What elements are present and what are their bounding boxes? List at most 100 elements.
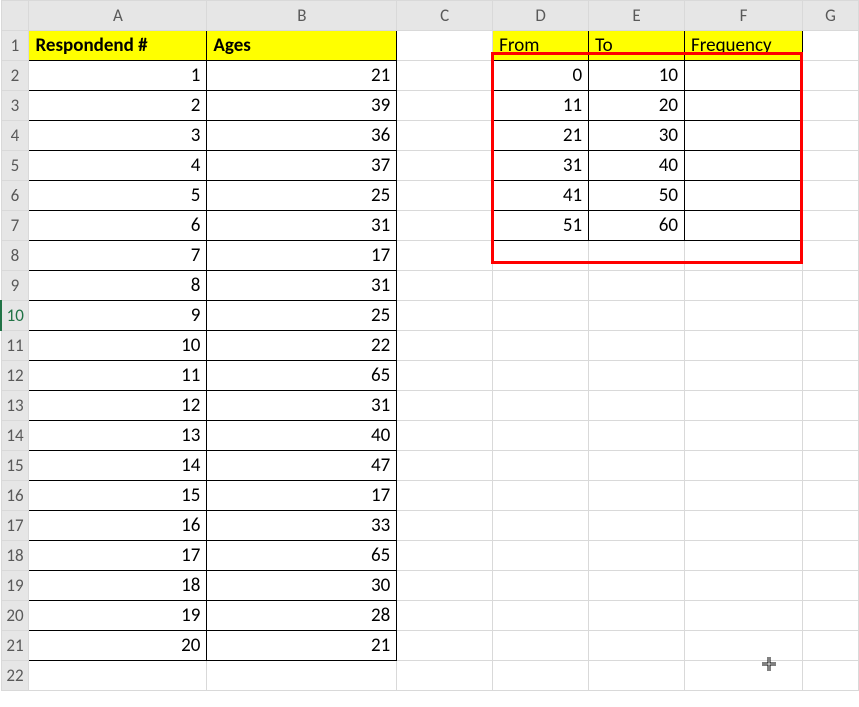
row-header-22[interactable]: 22	[1, 661, 29, 691]
cell-D14[interactable]	[493, 421, 589, 451]
cell-D20[interactable]	[493, 601, 589, 631]
cell-E22[interactable]	[589, 661, 685, 691]
cell-C9[interactable]	[397, 271, 493, 301]
cell-B13[interactable]: 31	[207, 391, 397, 421]
spreadsheet-viewport[interactable]: A B C D E F G 1 Respondend # Ages From T…	[0, 0, 859, 707]
row-header-4[interactable]: 4	[1, 121, 29, 151]
cell-F3[interactable]	[685, 91, 803, 121]
cell-C12[interactable]	[397, 361, 493, 391]
cell-D6[interactable]: 41	[493, 181, 589, 211]
cell-A6[interactable]: 5	[29, 181, 207, 211]
cell-F2[interactable]	[685, 61, 803, 91]
cell-F16[interactable]	[685, 481, 803, 511]
cell-C8[interactable]	[397, 241, 493, 271]
cell-F11[interactable]	[685, 331, 803, 361]
cell-F7[interactable]	[685, 211, 803, 241]
cell-B8[interactable]: 17	[207, 241, 397, 271]
cell-C2[interactable]	[397, 61, 493, 91]
row-header-3[interactable]: 3	[1, 91, 29, 121]
cell-F20[interactable]	[685, 601, 803, 631]
cell-D22[interactable]	[493, 661, 589, 691]
row-header-7[interactable]: 7	[1, 211, 29, 241]
col-header-B[interactable]: B	[207, 1, 397, 31]
cell-E11[interactable]	[589, 331, 685, 361]
cell-E17[interactable]	[589, 511, 685, 541]
cell-G4[interactable]	[802, 121, 858, 151]
cell-B3[interactable]: 39	[207, 91, 397, 121]
cell-B22[interactable]	[207, 661, 397, 691]
row-header-18[interactable]: 18	[1, 541, 29, 571]
cell-C13[interactable]	[397, 391, 493, 421]
cell-G18[interactable]	[802, 541, 858, 571]
col-header-D[interactable]: D	[493, 1, 589, 31]
cell-D13[interactable]	[493, 391, 589, 421]
cell-C14[interactable]	[397, 421, 493, 451]
cell-F9[interactable]	[685, 271, 803, 301]
cell-A4[interactable]: 3	[29, 121, 207, 151]
cell-D7[interactable]: 51	[493, 211, 589, 241]
row-header-17[interactable]: 17	[1, 511, 29, 541]
cell-F18[interactable]	[685, 541, 803, 571]
row-header-6[interactable]: 6	[1, 181, 29, 211]
cell-B10[interactable]: 25	[207, 301, 397, 331]
cell-E1[interactable]: To	[589, 31, 685, 61]
cell-E8[interactable]	[589, 241, 685, 271]
cell-B9[interactable]: 31	[207, 271, 397, 301]
cell-E12[interactable]	[589, 361, 685, 391]
cell-B2[interactable]: 21	[207, 61, 397, 91]
cell-D12[interactable]	[493, 361, 589, 391]
cell-C21[interactable]	[397, 631, 493, 661]
cell-A16[interactable]: 15	[29, 481, 207, 511]
cell-B6[interactable]: 25	[207, 181, 397, 211]
cell-E4[interactable]: 30	[589, 121, 685, 151]
cell-D5[interactable]: 31	[493, 151, 589, 181]
col-header-G[interactable]: G	[802, 1, 858, 31]
cell-B14[interactable]: 40	[207, 421, 397, 451]
cell-G21[interactable]	[802, 631, 858, 661]
cell-G3[interactable]	[802, 91, 858, 121]
cell-C16[interactable]	[397, 481, 493, 511]
cell-C17[interactable]	[397, 511, 493, 541]
cell-A14[interactable]: 13	[29, 421, 207, 451]
row-header-14[interactable]: 14	[1, 421, 29, 451]
cell-F13[interactable]	[685, 391, 803, 421]
cell-A11[interactable]: 10	[29, 331, 207, 361]
cell-D4[interactable]: 21	[493, 121, 589, 151]
row-header-21[interactable]: 21	[1, 631, 29, 661]
cell-D1[interactable]: From	[493, 31, 589, 61]
cell-A13[interactable]: 12	[29, 391, 207, 421]
col-header-F[interactable]: F	[685, 1, 803, 31]
cell-E15[interactable]	[589, 451, 685, 481]
cell-D9[interactable]	[493, 271, 589, 301]
spreadsheet-grid[interactable]: A B C D E F G 1 Respondend # Ages From T…	[0, 0, 859, 691]
cell-E3[interactable]: 20	[589, 91, 685, 121]
cell-D19[interactable]	[493, 571, 589, 601]
row-header-10[interactable]: 10	[1, 301, 29, 331]
cell-A20[interactable]: 19	[29, 601, 207, 631]
cell-G14[interactable]	[802, 421, 858, 451]
cell-C19[interactable]	[397, 571, 493, 601]
cell-G1[interactable]	[802, 31, 858, 61]
cell-D3[interactable]: 11	[493, 91, 589, 121]
cell-C6[interactable]	[397, 181, 493, 211]
cell-A5[interactable]: 4	[29, 151, 207, 181]
cell-F19[interactable]	[685, 571, 803, 601]
cell-D16[interactable]	[493, 481, 589, 511]
cell-G16[interactable]	[802, 481, 858, 511]
cell-G13[interactable]	[802, 391, 858, 421]
cell-D15[interactable]	[493, 451, 589, 481]
cell-C5[interactable]	[397, 151, 493, 181]
row-header-1[interactable]: 1	[1, 31, 29, 61]
row-header-20[interactable]: 20	[1, 601, 29, 631]
cell-A9[interactable]: 8	[29, 271, 207, 301]
cell-D18[interactable]	[493, 541, 589, 571]
cell-F17[interactable]	[685, 511, 803, 541]
cell-F8[interactable]	[685, 241, 803, 271]
cell-B4[interactable]: 36	[207, 121, 397, 151]
cell-E14[interactable]	[589, 421, 685, 451]
select-all-corner[interactable]	[1, 1, 29, 31]
cell-C4[interactable]	[397, 121, 493, 151]
cell-E10[interactable]	[589, 301, 685, 331]
cell-B21[interactable]: 21	[207, 631, 397, 661]
cell-E7[interactable]: 60	[589, 211, 685, 241]
